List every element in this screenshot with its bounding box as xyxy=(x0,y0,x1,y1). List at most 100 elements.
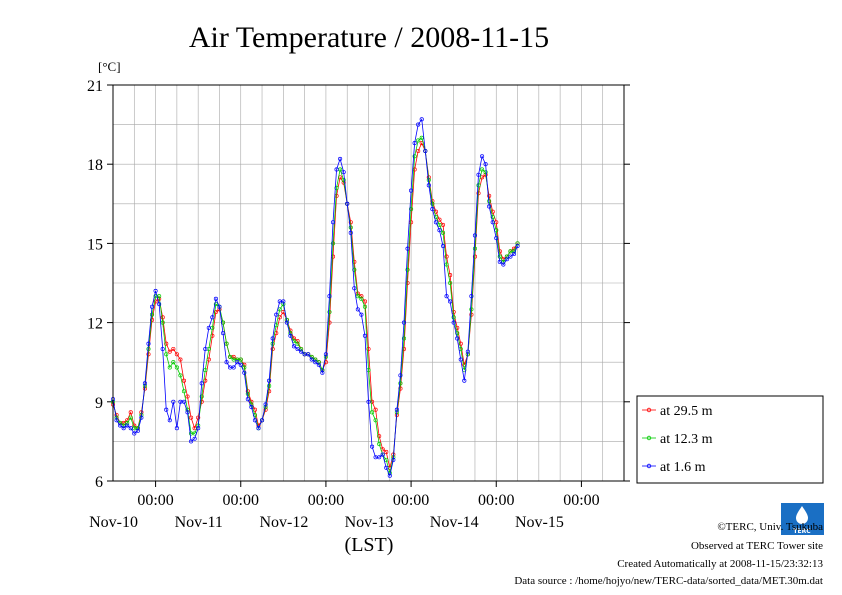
data-point xyxy=(440,230,446,235)
data-point xyxy=(348,225,353,230)
data-point xyxy=(164,341,169,346)
data-point xyxy=(139,415,144,420)
legend-swatch-marker xyxy=(646,463,652,469)
data-point xyxy=(167,349,172,354)
data-point xyxy=(405,246,410,251)
data-point xyxy=(508,254,513,259)
credit-observed: Observed at TERC Tower site xyxy=(691,540,823,552)
data-point xyxy=(231,365,236,370)
data-point xyxy=(341,170,346,175)
data-point xyxy=(245,397,250,402)
x-tick-day: Nov-14 xyxy=(430,514,479,531)
data-point xyxy=(444,262,449,267)
data-point xyxy=(515,241,520,246)
data-point xyxy=(366,399,371,404)
series-2 xyxy=(110,117,520,478)
data-point xyxy=(398,381,403,386)
data-point xyxy=(224,341,229,346)
data-point xyxy=(352,267,357,272)
data-point xyxy=(174,352,179,357)
data-point xyxy=(213,309,218,315)
data-point xyxy=(228,354,233,359)
data-point xyxy=(401,320,407,325)
data-point xyxy=(160,315,165,320)
legend-box xyxy=(636,395,824,484)
data-point xyxy=(380,452,385,457)
series-0 xyxy=(110,141,520,470)
data-point xyxy=(316,362,321,367)
credit-created: Created Automatically at 2008-11-15/23:3… xyxy=(617,558,823,570)
plot-frame xyxy=(112,84,625,482)
legend-label: at 29.5 m xyxy=(660,404,713,419)
legend: at 29.5 m at 12.3 m at 1.6 m xyxy=(636,395,824,484)
data-point xyxy=(238,357,243,362)
x-tick-time: 00:00 xyxy=(393,492,429,509)
data-point xyxy=(448,299,453,304)
y-tick-label: 15 xyxy=(87,236,103,253)
data-point xyxy=(409,207,414,212)
data-point xyxy=(412,141,417,146)
data-point xyxy=(245,391,250,396)
data-point xyxy=(306,352,311,357)
data-point xyxy=(330,241,336,246)
data-point xyxy=(256,426,261,431)
data-point xyxy=(437,228,442,233)
data-point xyxy=(196,415,201,420)
x-tick-time: 00:00 xyxy=(563,492,599,509)
data-point xyxy=(185,394,190,399)
data-point xyxy=(338,156,343,161)
data-point xyxy=(309,357,314,362)
data-point xyxy=(472,246,478,251)
water-drop-icon xyxy=(796,506,808,524)
data-point xyxy=(501,262,506,267)
data-point xyxy=(160,346,165,352)
data-point xyxy=(157,294,162,299)
data-point xyxy=(490,214,495,220)
data-point xyxy=(472,233,478,238)
data-point xyxy=(178,357,183,362)
data-point xyxy=(135,428,140,433)
data-point xyxy=(451,315,456,320)
y-axis-unit: [°C] xyxy=(98,59,121,74)
data-point xyxy=(121,426,126,431)
data-point xyxy=(327,309,332,315)
data-point xyxy=(330,220,336,225)
data-point xyxy=(238,362,243,367)
data-point xyxy=(128,410,133,415)
data-point xyxy=(203,346,208,352)
data-point xyxy=(412,154,417,159)
data-point xyxy=(416,148,421,154)
data-point xyxy=(437,217,442,222)
data-point xyxy=(174,365,179,370)
data-point xyxy=(497,259,502,264)
data-point xyxy=(352,286,357,291)
data-point xyxy=(440,243,446,249)
data-point xyxy=(295,346,300,352)
data-point xyxy=(437,222,442,227)
data-point xyxy=(178,373,183,378)
data-point xyxy=(377,441,382,447)
x-tick-time: 00:00 xyxy=(137,492,173,509)
data-point xyxy=(128,415,133,420)
data-point xyxy=(157,302,162,307)
data-point xyxy=(476,183,481,188)
data-point xyxy=(455,325,460,330)
data-point xyxy=(217,304,222,309)
data-point xyxy=(369,410,375,415)
data-point xyxy=(494,236,499,241)
x-axis-ticks: 00:00Nov-1000:00Nov-1100:00Nov-1200:00No… xyxy=(89,481,600,531)
data-point xyxy=(430,201,435,206)
data-point xyxy=(462,378,467,383)
x-tick-day: Nov-12 xyxy=(259,514,308,531)
data-point xyxy=(419,117,424,122)
data-point xyxy=(487,193,492,198)
data-point xyxy=(394,407,399,412)
data-point xyxy=(384,457,389,462)
series-1 xyxy=(110,135,520,476)
data-point xyxy=(181,399,187,404)
data-point xyxy=(167,418,172,423)
data-point xyxy=(398,373,403,378)
legend-label: at 1.6 m xyxy=(660,460,706,475)
logo-text: TERC xyxy=(793,528,811,535)
